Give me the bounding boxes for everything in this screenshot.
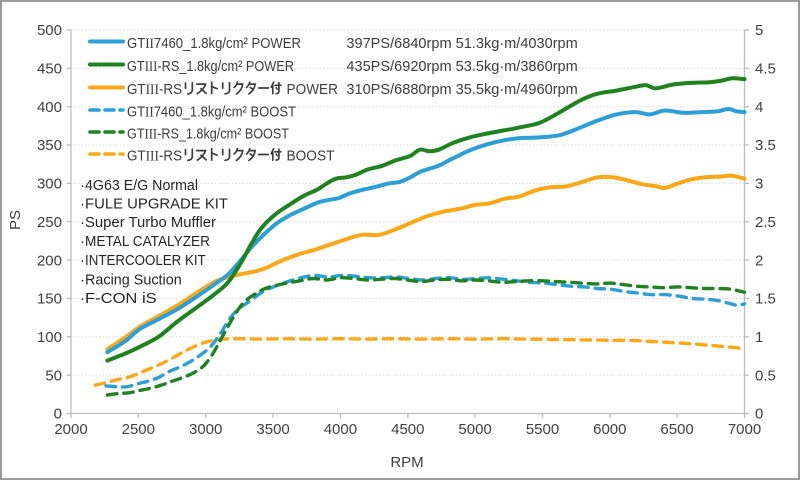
svg-text:397PS/6840rpm 51.3kg·m/4030rpm: 397PS/6840rpm 51.3kg·m/4030rpm [346,35,577,52]
svg-text:0: 0 [54,406,62,423]
svg-text:1.5: 1.5 [755,291,776,308]
svg-text:400: 400 [37,99,62,116]
svg-text:·: · [80,290,85,307]
svg-text:50: 50 [45,367,62,384]
svg-text:·: · [80,252,85,269]
svg-text:1: 1 [755,329,763,346]
svg-text:435PS/6920rpm 53.5kg·m/3860rpm: 435PS/6920rpm 53.5kg·m/3860rpm [346,58,577,75]
svg-text:300: 300 [37,176,62,193]
svg-text:GTIII-RS: GTIII-RS [127,148,182,165]
svg-text:Racing Suction: Racing Suction [85,272,182,289]
svg-text:·: · [80,214,85,231]
svg-text:500: 500 [37,22,62,39]
svg-text:6500: 6500 [660,421,693,438]
svg-text:310PS/6880rpm 35.5kg·m/4960rpm: 310PS/6880rpm 35.5kg·m/4960rpm [346,81,577,98]
svg-text:4000: 4000 [324,421,357,438]
svg-text:2.5: 2.5 [755,214,776,231]
svg-text:GTII7460_1.8kg/cm² POWER: GTII7460_1.8kg/cm² POWER [127,35,301,52]
svg-text:2000: 2000 [54,421,87,438]
svg-text:350: 350 [37,137,62,154]
svg-text:POWER: POWER [287,81,339,98]
svg-text:BOOST: BOOST [287,148,335,165]
svg-text:2: 2 [755,252,763,269]
svg-text:5000: 5000 [458,421,491,438]
svg-text:250: 250 [37,214,62,231]
svg-text:GTIII-RS_1.8kg/cm² BOOST: GTIII-RS_1.8kg/cm² BOOST [127,126,289,143]
svg-text:150: 150 [37,291,62,308]
svg-text:4.5: 4.5 [755,61,776,78]
svg-text:F-CON iS: F-CON iS [85,290,157,307]
svg-text:INTERCOOLER KIT: INTERCOOLER KIT [85,252,206,269]
svg-text:·: · [80,196,85,213]
svg-text:·: · [80,177,85,194]
svg-text:0.5: 0.5 [755,367,776,384]
svg-text:GTIII-RS: GTIII-RS [127,81,182,98]
svg-text:6000: 6000 [593,421,626,438]
svg-text:0: 0 [755,406,763,423]
svg-text:5500: 5500 [526,421,559,438]
svg-text:FULE UPGRADE KIT: FULE UPGRADE KIT [85,196,228,213]
svg-text:7000: 7000 [728,421,761,438]
svg-text:200: 200 [37,252,62,269]
svg-text:3000: 3000 [189,421,222,438]
svg-text:100: 100 [37,329,62,346]
svg-text:GTIII-RS_1.8kg/cm² POWER: GTIII-RS_1.8kg/cm² POWER [127,58,294,75]
svg-text:PS: PS [7,210,24,230]
svg-text:3: 3 [755,176,763,193]
svg-text:2500: 2500 [122,421,155,438]
svg-text:4: 4 [755,99,763,116]
svg-text:450: 450 [37,61,62,78]
svg-text:4500: 4500 [391,421,424,438]
svg-text:RPM: RPM [390,454,423,471]
svg-text:3.5: 3.5 [755,137,776,154]
svg-text:5: 5 [755,22,763,39]
svg-text:Super Turbo Muffler: Super Turbo Muffler [85,214,216,231]
svg-text:3500: 3500 [256,421,289,438]
svg-text:GTII7460_1.8kg/cm² BOOST: GTII7460_1.8kg/cm² BOOST [127,104,296,121]
svg-text:METAL CATALYZER: METAL CATALYZER [85,233,210,250]
svg-text:·: · [80,233,85,250]
svg-text:·: · [80,272,85,289]
svg-text:4G63 E/G Normal: 4G63 E/G Normal [85,177,198,194]
